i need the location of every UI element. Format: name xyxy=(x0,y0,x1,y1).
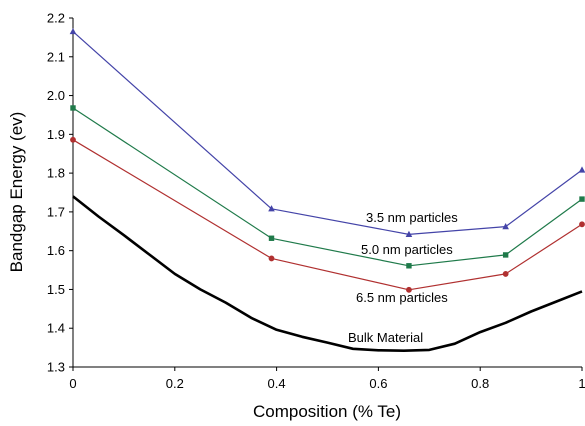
x-tick-label: 0.4 xyxy=(268,376,286,391)
ticks: 1.3 1.4 1.5 1.6 1.7 1.8 1.9 2.0 2.1 2.2 0 0.2 0.4 0.6… xyxy=(47,11,585,392)
y-tick-label: 2.2 xyxy=(47,11,65,26)
data-point xyxy=(406,263,412,269)
data-point xyxy=(405,230,413,237)
series-label-5-0nm: 5.0 nm particles xyxy=(361,242,453,257)
data-point xyxy=(69,27,77,35)
data-point xyxy=(268,235,275,241)
x-tick-label: 0 xyxy=(69,376,76,391)
y-tick-label: 1.6 xyxy=(47,243,65,258)
data-point xyxy=(70,136,76,143)
data-point xyxy=(502,252,509,258)
y-tick-label: 1.7 xyxy=(47,204,65,219)
data-point xyxy=(578,166,585,173)
y-axis-title: Bandgap Energy (ev) xyxy=(7,112,26,273)
series-line-3 xyxy=(72,195,583,353)
data-point xyxy=(502,223,509,230)
series-line-0 xyxy=(72,31,583,235)
data-point xyxy=(579,221,585,228)
x-tick-label: 0.6 xyxy=(369,376,387,391)
data-point xyxy=(70,105,76,111)
data-point xyxy=(406,286,412,293)
series-label-3-5nm: 3.5 nm particles xyxy=(366,210,458,225)
data-point xyxy=(579,196,585,202)
x-axis-title: Composition (% Te) xyxy=(253,402,401,421)
y-tick-label: 2.1 xyxy=(47,49,65,64)
y-tick-label: 1.9 xyxy=(47,127,65,142)
data-point xyxy=(268,205,275,212)
x-tick-label: 0.8 xyxy=(471,376,489,391)
y-tick-label: 1.3 xyxy=(47,360,65,375)
y-tick-label: 2.0 xyxy=(47,88,65,103)
data-point xyxy=(502,271,509,277)
y-tick-label: 1.8 xyxy=(47,166,65,181)
series-label-bulk: Bulk Material xyxy=(348,330,423,345)
series-layer xyxy=(69,27,585,353)
x-tick-label: 1 xyxy=(578,376,585,391)
series-label-6-5nm: 6.5 nm particles xyxy=(356,290,448,305)
axes xyxy=(72,18,582,368)
x-tick-label: 0.2 xyxy=(166,376,184,391)
y-tick-label: 1.5 xyxy=(47,282,65,297)
series-line-1 xyxy=(72,107,583,267)
series-line-2 xyxy=(72,139,583,291)
data-point xyxy=(268,255,275,262)
y-tick-label: 1.4 xyxy=(47,321,65,336)
